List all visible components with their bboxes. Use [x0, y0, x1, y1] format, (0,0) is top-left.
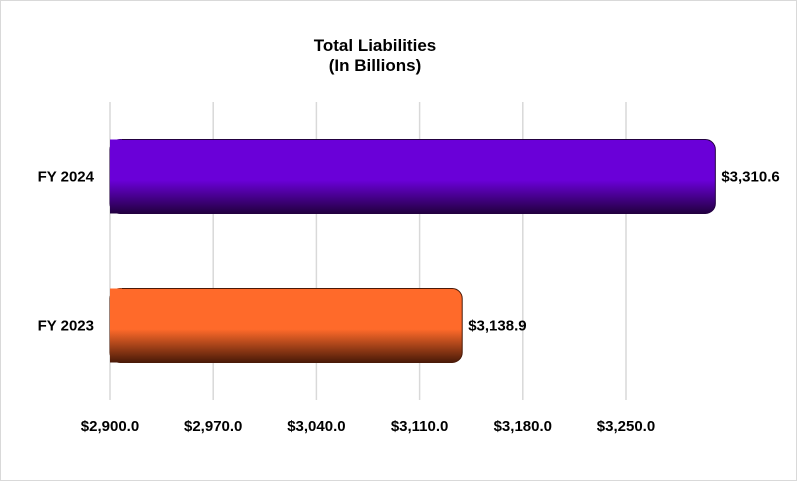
x-tick-label: $3,250.0 [597, 418, 655, 435]
x-tick-label: $2,970.0 [184, 418, 242, 435]
x-tick-label: $3,180.0 [494, 418, 552, 435]
x-axis-tick-labels: $2,900.0 $2,970.0 $3,040.0 $3,110.0 $3,180.0… [81, 418, 655, 435]
bar-left-edge [110, 139, 122, 214]
chart-subtitle: (In Billions) [329, 56, 422, 75]
x-tick-label: $3,040.0 [287, 418, 345, 435]
category-label: FY 2023 [38, 318, 94, 335]
chart-title: Total Liabilities [314, 36, 436, 55]
data-labels: $3,310.6 $3,138.9 [468, 169, 780, 335]
bar-left-edge [110, 288, 122, 363]
category-label: FY 2024 [38, 169, 95, 186]
data-label: $3,138.9 [468, 318, 526, 335]
data-label: $3,310.6 [721, 169, 779, 186]
bars [109, 139, 716, 363]
bar-fy-2024 [109, 139, 716, 214]
category-labels: FY 2024 FY 2023 [38, 169, 95, 335]
x-tick-label: $3,110.0 [391, 418, 449, 435]
bar-fy-2023 [109, 288, 463, 363]
x-tick-label: $2,900.0 [81, 418, 139, 435]
